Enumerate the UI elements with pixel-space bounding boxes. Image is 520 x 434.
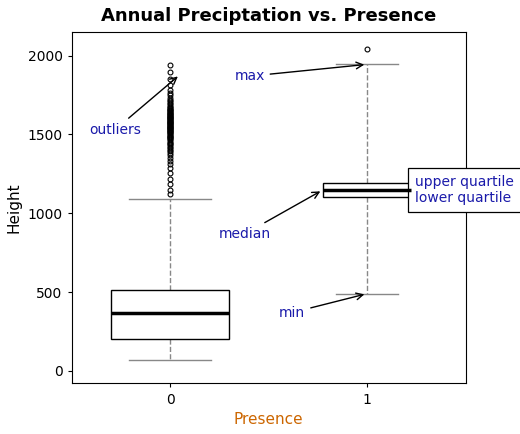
Text: upper quartile
lower quartile: upper quartile lower quartile: [415, 174, 514, 205]
Text: outliers: outliers: [89, 77, 177, 137]
Title: Annual Preciptation vs. Presence: Annual Preciptation vs. Presence: [101, 7, 436, 25]
Bar: [111, 290, 229, 339]
Text: median: median: [219, 192, 319, 241]
Bar: [323, 183, 411, 197]
X-axis label: Presence: Presence: [234, 412, 304, 427]
Text: min: min: [279, 293, 363, 319]
Text: max: max: [235, 62, 363, 83]
Y-axis label: Height: Height: [7, 182, 22, 233]
